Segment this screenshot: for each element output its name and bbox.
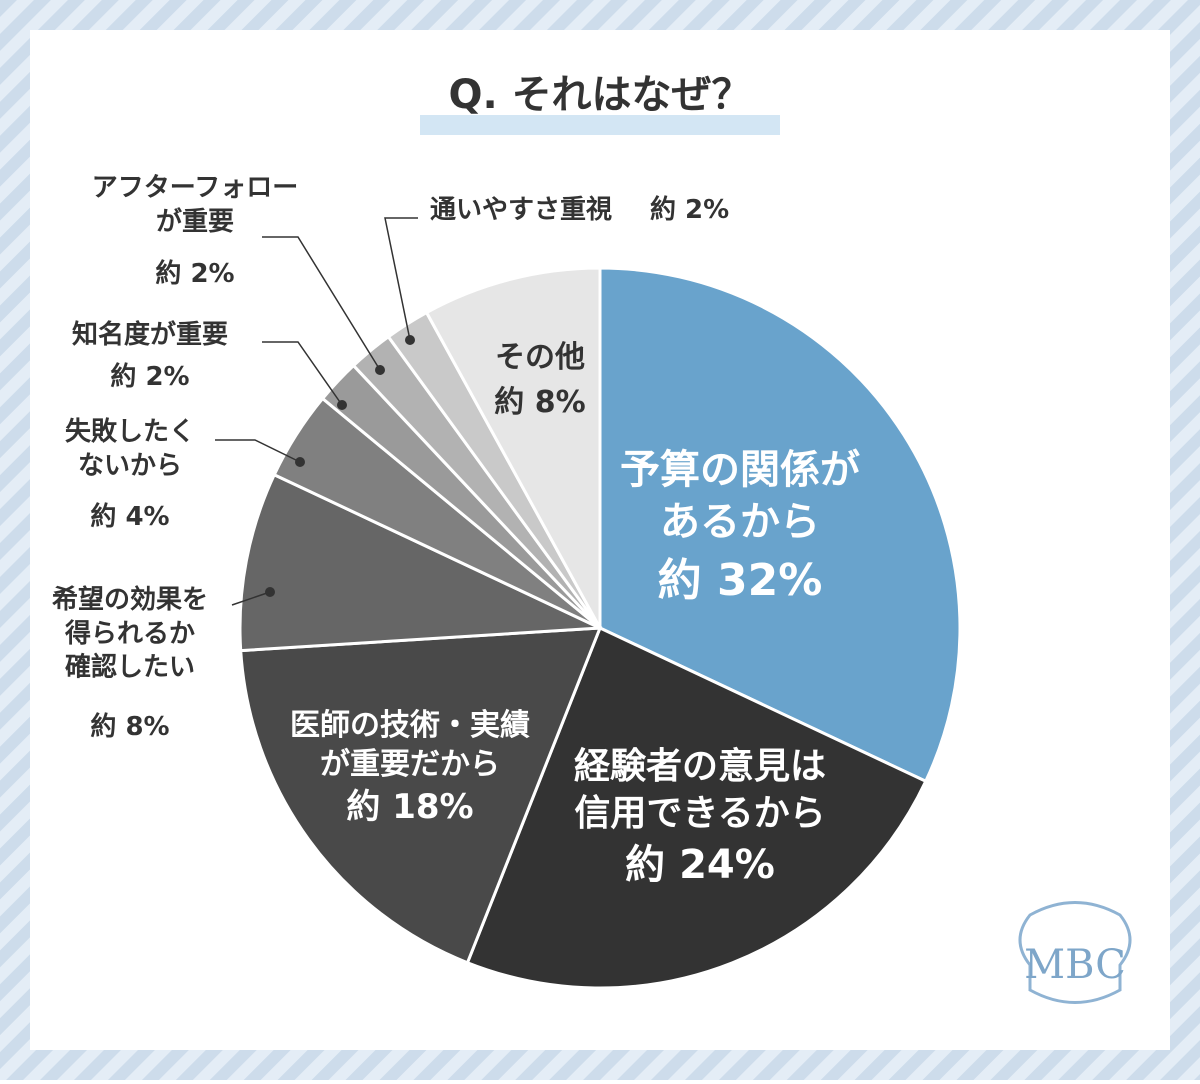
logo: MBC — [1018, 901, 1132, 1004]
leader-dot — [337, 400, 347, 410]
value-label: 約 8% — [90, 711, 169, 742]
slice-label: 医師の技術・実績が重要だから — [290, 708, 530, 782]
pie-slice — [598, 266, 962, 784]
slice-label: 知名度が重要 — [72, 319, 228, 350]
slice-label: その他 — [495, 340, 585, 375]
slice-label: 経験者の意見は信用できるから — [574, 746, 826, 834]
value-label: 約 2% — [110, 361, 189, 392]
leader-dot — [295, 457, 305, 467]
value-label: 約 24% — [625, 842, 775, 888]
pie-slice — [238, 472, 601, 653]
pie-slice — [239, 626, 603, 965]
pie-slice — [424, 266, 602, 629]
leader-line — [262, 236, 381, 371]
logo-text: MBC — [1024, 942, 1126, 988]
chart-title: Q. それはなぜ？ — [448, 72, 751, 118]
value-label: 約 18% — [346, 787, 473, 827]
leader-line — [384, 217, 418, 341]
slice-label: 予算の関係があるから — [620, 447, 860, 545]
value-label: 約 4% — [90, 501, 169, 532]
slice-label: 失敗したくないから — [65, 416, 195, 481]
value-label: 約 2% — [650, 194, 729, 225]
leader-line — [231, 591, 271, 606]
leader-dot — [405, 335, 415, 345]
leader-dot — [375, 365, 385, 375]
leader-line — [215, 439, 301, 463]
value-label: 約 32% — [658, 555, 823, 606]
value-label: 約 8% — [494, 385, 585, 420]
slice-label: アフターフォローが重要 — [92, 173, 298, 237]
leader-dot — [265, 587, 275, 597]
slice-label: 希望の効果を得られるか確認したい — [52, 584, 208, 683]
leader-line — [262, 341, 343, 406]
pie-slice — [465, 625, 928, 990]
slice-label: 通いやすさ重視 — [430, 195, 612, 225]
value-label: 約 2% — [155, 258, 234, 289]
title-highlight — [420, 115, 780, 135]
